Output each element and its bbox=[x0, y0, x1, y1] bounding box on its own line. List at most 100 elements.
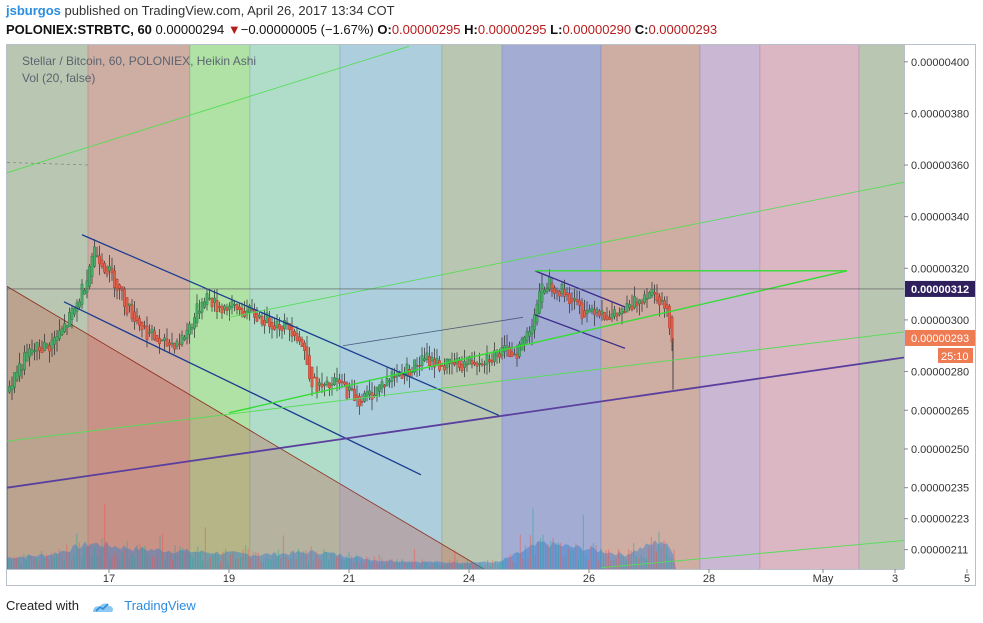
candle-body bbox=[65, 325, 69, 328]
time-tick-label: May bbox=[813, 573, 834, 585]
candle-body bbox=[248, 305, 251, 313]
candle-body bbox=[650, 288, 654, 296]
price-chart[interactable]: 0.00000400 0.00000380 0.00000360 0.00000340… bbox=[7, 45, 975, 585]
chart-container[interactable]: 0.00000400 0.00000380 0.00000360 0.00000340… bbox=[6, 44, 976, 586]
candle-body bbox=[630, 305, 634, 310]
volume-bar bbox=[139, 543, 141, 569]
volume-bar bbox=[489, 565, 491, 569]
crosshair-price-label: 0.00000312 bbox=[911, 284, 969, 296]
candle-body bbox=[220, 306, 224, 314]
volume-area bbox=[7, 540, 676, 569]
candle-body bbox=[435, 357, 439, 364]
candle-body bbox=[328, 382, 331, 389]
high-label: H: bbox=[464, 22, 478, 37]
price-tick-label: 0.00000223 bbox=[911, 514, 969, 526]
volume-bar bbox=[665, 547, 668, 569]
volume-bar bbox=[421, 559, 423, 569]
volume-bar bbox=[214, 552, 217, 569]
price-tick-label: 0.00000265 bbox=[911, 405, 969, 417]
candle-body bbox=[223, 305, 226, 311]
candle-body bbox=[135, 316, 139, 321]
volume-bar bbox=[300, 553, 302, 569]
volume-bar bbox=[494, 561, 496, 569]
volume-bar bbox=[607, 549, 610, 569]
volume-bar bbox=[189, 555, 191, 569]
volume-bar bbox=[567, 548, 569, 569]
candle-body bbox=[588, 309, 591, 313]
candle-body bbox=[393, 376, 396, 378]
candle-body bbox=[665, 304, 669, 309]
volume-bar bbox=[252, 551, 254, 569]
trend-line bbox=[228, 270, 848, 414]
volume-bar bbox=[247, 548, 249, 569]
volume-bar bbox=[401, 558, 403, 569]
volume-bar bbox=[81, 558, 83, 569]
volume-bar bbox=[270, 560, 272, 569]
volume-bar bbox=[670, 558, 673, 569]
volume-bar bbox=[169, 553, 171, 569]
volume-bar bbox=[630, 551, 632, 569]
volume-bar bbox=[474, 564, 476, 569]
candle-body bbox=[25, 352, 29, 362]
volume-bar bbox=[343, 560, 345, 569]
volume-bar bbox=[217, 554, 219, 569]
candle-body bbox=[185, 330, 189, 339]
price-tick-label: 0.00000380 bbox=[911, 108, 969, 120]
candle-body bbox=[600, 310, 604, 314]
candle-body bbox=[238, 306, 241, 310]
volume-bar bbox=[182, 548, 184, 569]
candle-body bbox=[360, 400, 364, 403]
volume-bar bbox=[408, 562, 411, 569]
volume-bar bbox=[461, 564, 463, 569]
volume-bar bbox=[562, 557, 564, 569]
volume-bar bbox=[653, 541, 655, 569]
tradingview-link[interactable]: TradingView bbox=[124, 598, 196, 613]
candle-body bbox=[73, 307, 76, 315]
volume-bar bbox=[597, 560, 600, 569]
candle-body bbox=[60, 328, 64, 335]
candle-body bbox=[620, 308, 624, 314]
candle-body bbox=[490, 360, 494, 363]
volume-bar bbox=[560, 542, 562, 569]
volume-bar bbox=[172, 559, 174, 569]
candle-body bbox=[460, 363, 464, 372]
candle-body bbox=[478, 362, 481, 365]
candle-body bbox=[20, 369, 24, 371]
candle-body bbox=[30, 349, 34, 354]
volume-bar bbox=[91, 555, 93, 569]
candle-body bbox=[23, 352, 26, 370]
crosshair-price-tag bbox=[905, 280, 975, 297]
volume-bar bbox=[330, 552, 332, 569]
candle-body bbox=[280, 326, 284, 332]
volume-bar bbox=[159, 535, 161, 569]
volume-bar bbox=[136, 544, 138, 569]
time-tick-label: 28 bbox=[703, 573, 715, 585]
volume-bar bbox=[406, 562, 408, 569]
candle-body bbox=[528, 331, 531, 337]
candle-body bbox=[573, 297, 576, 301]
candle-body bbox=[510, 351, 514, 357]
volume-bar bbox=[451, 561, 453, 569]
candle-body bbox=[425, 352, 429, 360]
author-link[interactable]: jsburgos bbox=[6, 3, 61, 18]
volume-bar bbox=[439, 565, 441, 569]
candle-body bbox=[633, 296, 636, 309]
volume-bar bbox=[570, 549, 572, 569]
countdown-label: 25:10 bbox=[941, 351, 969, 363]
candle-body bbox=[218, 305, 221, 308]
volume-bar bbox=[119, 559, 121, 569]
volume-bar bbox=[40, 550, 43, 569]
countdown-tag bbox=[938, 347, 973, 363]
candle-body bbox=[198, 310, 201, 314]
volume-bar bbox=[290, 558, 292, 569]
volume-bar bbox=[207, 561, 209, 569]
high-value: 0.00000295 bbox=[477, 22, 547, 37]
volume-bar bbox=[655, 551, 658, 569]
candle-body bbox=[153, 330, 156, 340]
volume-bar bbox=[179, 546, 181, 569]
candle-body bbox=[110, 268, 114, 274]
volume-bar bbox=[547, 544, 549, 569]
tradingview-logo-icon[interactable] bbox=[91, 600, 115, 614]
volume-bar bbox=[368, 558, 370, 569]
open-label: O: bbox=[377, 22, 392, 37]
